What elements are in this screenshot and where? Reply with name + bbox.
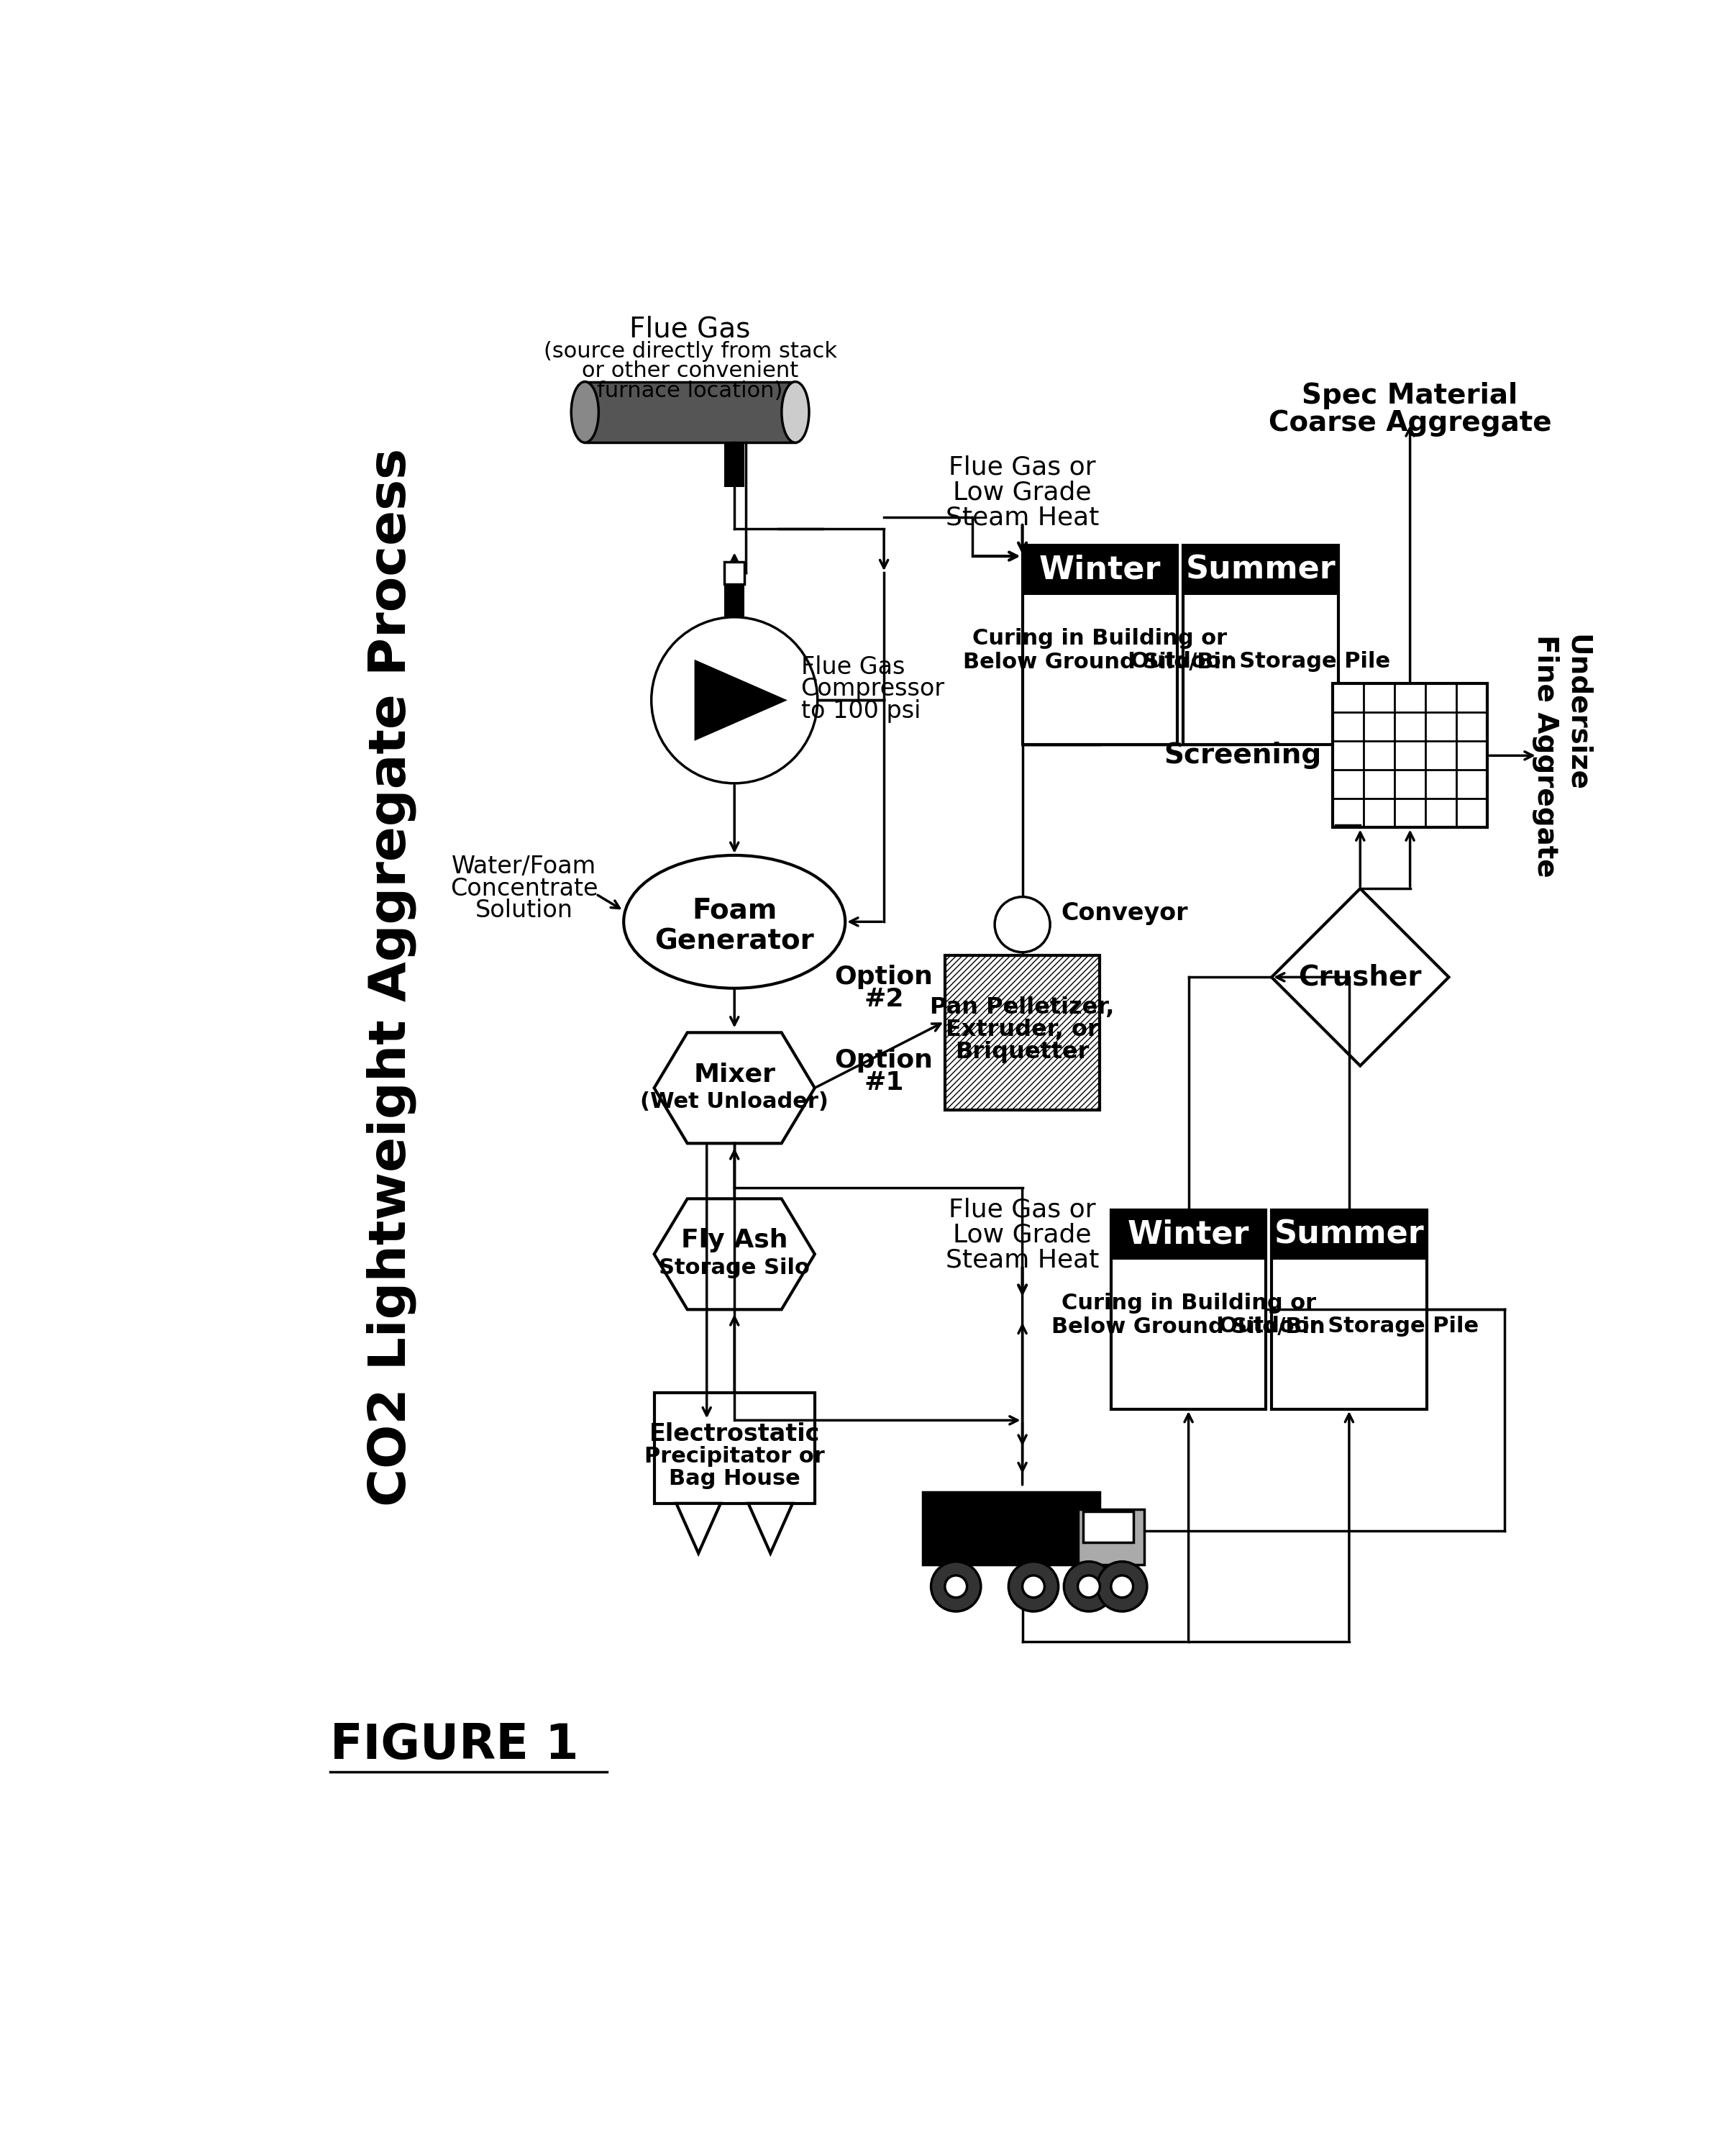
Text: Curing in Building or
Below Ground Silo/Bin: Curing in Building or Below Ground Silo/… [1052,1294,1325,1337]
Text: to 100 psi: to 100 psi [800,699,921,722]
Text: Outdoor Storage Pile: Outdoor Storage Pile [1218,1315,1478,1337]
Bar [1272,1210,1427,1259]
Circle shape [651,617,817,783]
Text: Precipitator or: Precipitator or [644,1447,824,1466]
Text: Flue Gas: Flue Gas [630,315,750,343]
Circle shape [1077,1576,1100,1598]
Circle shape [995,897,1050,953]
Text: Outdoor Storage Pile: Outdoor Storage Pile [1131,651,1391,673]
Bar [1182,545,1337,744]
Text: Winter: Winter [1127,1220,1249,1250]
Bar [1112,1210,1267,1410]
Bar [945,955,1100,1110]
Text: Foam: Foam [692,897,776,925]
Text: Briquetter: Briquetter [955,1041,1089,1063]
Bar [1083,1511,1132,1542]
Text: Coarse Aggregate: Coarse Aggregate [1268,410,1552,438]
Text: #1: #1 [864,1069,904,1095]
Bar [1332,683,1487,828]
Text: furnace location): furnace location) [597,382,783,401]
Bar [1077,1509,1144,1565]
Bar [725,584,745,617]
Polygon shape [654,1033,814,1143]
Ellipse shape [781,382,809,442]
Bar [725,442,745,487]
Text: Water/Foam: Water/Foam [451,854,597,877]
Text: Extruder, or: Extruder, or [947,1018,1100,1041]
Bar [945,955,1100,1110]
Text: Electrostatic: Electrostatic [649,1423,819,1447]
Text: Fly Ash: Fly Ash [682,1229,788,1253]
Bar [1022,545,1177,744]
Text: Low Grade: Low Grade [953,481,1091,505]
Text: Flue Gas or: Flue Gas or [948,1197,1096,1222]
Circle shape [1098,1561,1146,1611]
Text: Generator: Generator [654,927,814,955]
Polygon shape [654,1199,814,1309]
Text: Steam Heat: Steam Heat [945,1248,1100,1272]
Text: Solution: Solution [475,899,573,923]
Circle shape [1022,1576,1045,1598]
Circle shape [945,1576,967,1598]
Text: Storage Silo: Storage Silo [659,1257,811,1279]
Ellipse shape [623,856,845,987]
Text: Bag House: Bag House [669,1468,800,1490]
Text: Undersize
Fine Aggregate: Undersize Fine Aggregate [1532,634,1590,877]
Polygon shape [1272,888,1449,1065]
Text: Curing in Building or
Below Ground Silo/Bin: Curing in Building or Below Ground Silo/… [964,627,1237,673]
Text: Flue Gas: Flue Gas [800,655,905,679]
Text: Pan Pelletizer,: Pan Pelletizer, [931,996,1115,1020]
Text: Summer: Summer [1186,554,1335,586]
Bar [922,1492,1100,1565]
Bar [725,563,745,584]
Text: Crusher: Crusher [1299,964,1422,992]
Circle shape [931,1561,981,1611]
Text: (source directly from stack: (source directly from stack [544,341,836,362]
Text: Concentrate: Concentrate [451,877,597,901]
Text: (Wet Unloader): (Wet Unloader) [640,1091,828,1112]
Text: Steam Heat: Steam Heat [945,505,1100,530]
Polygon shape [676,1503,721,1552]
Text: Option: Option [835,966,933,990]
Bar [1182,545,1337,595]
Text: Flue Gas or: Flue Gas or [948,455,1096,481]
Bar [585,382,795,442]
Bar [1272,1210,1427,1410]
Text: Mixer: Mixer [694,1063,776,1087]
Circle shape [1112,1576,1132,1598]
Text: #2: #2 [864,987,904,1011]
Text: Option: Option [835,1048,933,1072]
Text: CO2 Lightweight Aggregate Process: CO2 Lightweight Aggregate Process [367,448,416,1507]
Text: Spec Material: Spec Material [1303,382,1518,410]
Bar [1022,545,1177,595]
Circle shape [1009,1561,1058,1611]
Bar [725,563,745,584]
Text: or other convenient: or other convenient [582,360,799,382]
Bar [1112,1210,1267,1259]
Polygon shape [695,662,785,740]
Text: Low Grade: Low Grade [953,1222,1091,1246]
Ellipse shape [571,382,599,442]
Text: Winter: Winter [1039,554,1162,586]
Text: Summer: Summer [1274,1220,1425,1250]
Text: FIGURE 1: FIGURE 1 [330,1723,578,1770]
Text: Conveyor: Conveyor [1062,901,1187,925]
Circle shape [1064,1561,1113,1611]
Bar [654,1393,814,1503]
Polygon shape [749,1503,793,1552]
Text: Screening: Screening [1163,742,1322,770]
Text: Compressor: Compressor [800,677,945,701]
